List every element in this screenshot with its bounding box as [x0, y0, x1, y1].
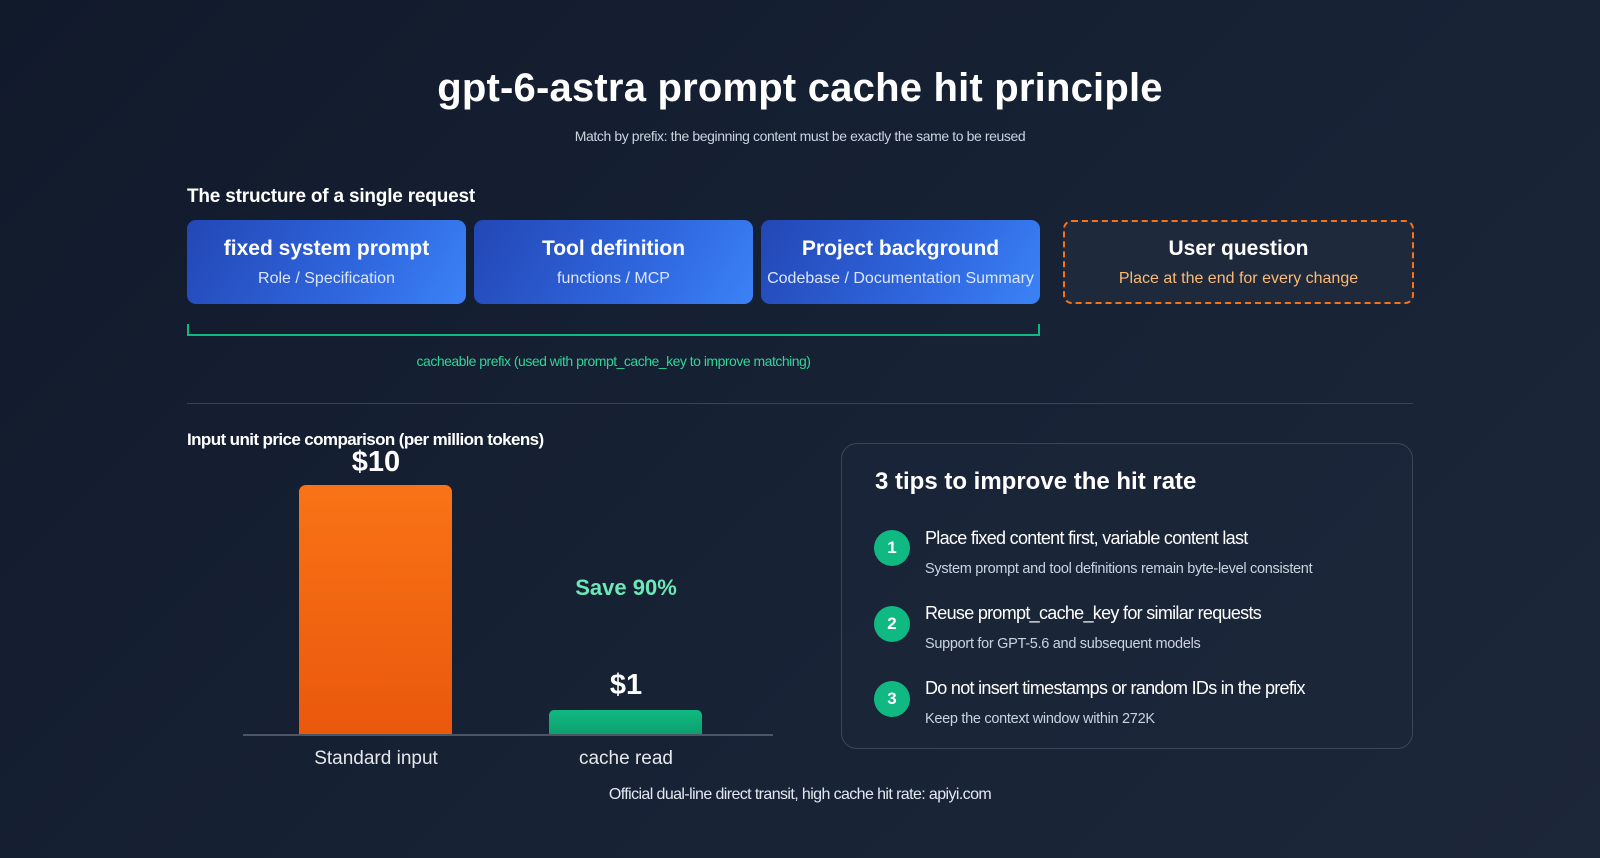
bar-value-label-cache: $1 [609, 669, 643, 701]
footer-text: Official dual-line direct transit, high … [608, 786, 992, 803]
tip-sub-text: Support for GPT-5.6 and subsequent model… [925, 636, 1201, 652]
chart-baseline [243, 734, 773, 736]
block-title: fixed system prompt [223, 236, 430, 260]
tip-main-text: Place fixed content first, variable cont… [925, 528, 1248, 548]
block-system-prompt: fixed system prompt Role / Specification [187, 220, 466, 304]
tip-number-badge: 3 [874, 681, 910, 717]
tip-sub-text: Keep the context window within 272K [925, 711, 1155, 727]
price-comparison-label: Input unit price comparison (per million… [187, 430, 544, 449]
block-subtitle: Place at the end for every change [1118, 269, 1359, 287]
page-title: gpt-6-astra prompt cache hit principle [437, 66, 1163, 110]
block-subtitle: Codebase / Documentation Summary [767, 269, 1034, 287]
tips-title: 3 tips to improve the hit rate [875, 468, 1197, 495]
bar-category-cache: cache read [578, 748, 673, 769]
tips-panel [841, 443, 1413, 749]
bar-cache-read [549, 710, 702, 735]
tip-main-text: Do not insert timestamps or random IDs i… [925, 678, 1305, 698]
section-divider [187, 403, 1413, 404]
bar-value-label-standard: $10 [351, 446, 401, 478]
block-subtitle: Role / Specification [258, 269, 395, 287]
block-title: User question [1168, 236, 1309, 260]
cacheable-prefix-bracket [187, 324, 1040, 336]
block-subtitle: functions / MCP [557, 269, 670, 287]
block-user-question: User question Place at the end for every… [1063, 220, 1414, 304]
bar-category-standard: Standard input [314, 748, 438, 769]
block-title: Project background [801, 236, 1000, 260]
bar-standard-input [299, 485, 452, 735]
structure-section-label: The structure of a single request [187, 186, 475, 207]
block-project-background: Project background Codebase / Documentat… [761, 220, 1040, 304]
save-label: Save 90% [575, 575, 677, 600]
tip-number-badge: 2 [874, 606, 910, 642]
page-subtitle: Match by prefix: the beginning content m… [574, 128, 1026, 144]
block-tool-definition: Tool definition functions / MCP [474, 220, 753, 304]
tip-number-badge: 1 [874, 530, 910, 566]
cacheable-prefix-label: cacheable prefix (used with prompt_cache… [416, 353, 811, 369]
tip-main-text: Reuse prompt_cache_key for similar reque… [925, 603, 1262, 623]
block-title: Tool definition [541, 236, 686, 260]
tip-sub-text: System prompt and tool definitions remai… [925, 561, 1313, 577]
